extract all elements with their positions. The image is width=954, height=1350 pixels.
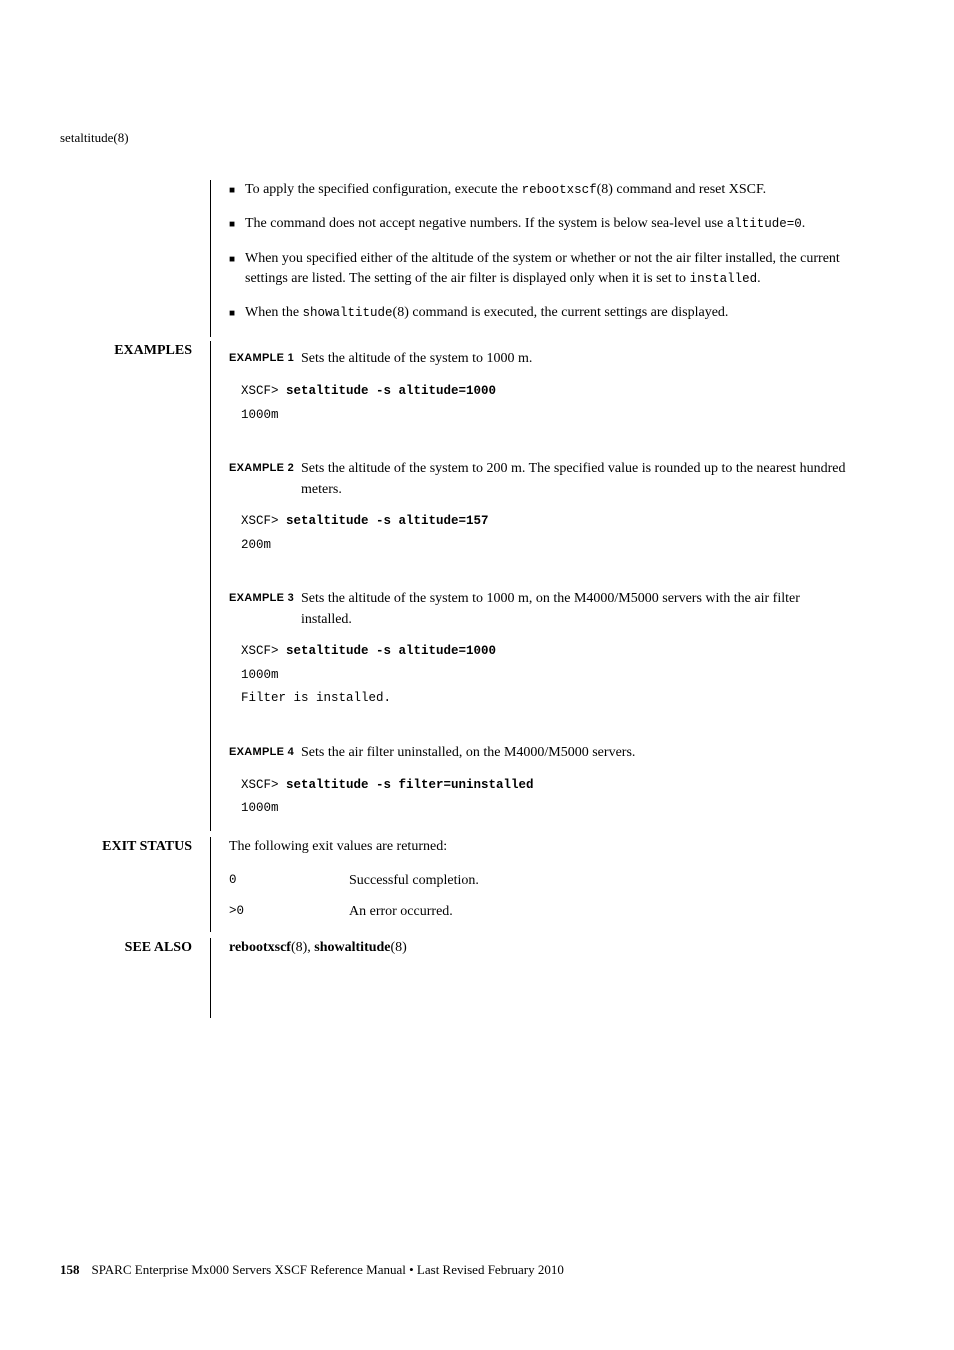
- see-also-ref: rebootxscf: [229, 940, 291, 955]
- bullet-text: When the showaltitude(8) command is exec…: [245, 303, 849, 323]
- examples-body: EXAMPLE 1 Sets the altitude of the syste…: [210, 341, 849, 831]
- example-header: EXAMPLE 2 Sets the altitude of the syste…: [229, 459, 849, 500]
- code-cmd: setaltitude -s altitude=157: [286, 514, 489, 528]
- bullet-item: ■ To apply the specified configuration, …: [229, 180, 849, 200]
- code-prompt: XSCF>: [241, 384, 286, 398]
- exit-code: >0: [229, 902, 349, 922]
- code-block: XSCF> setaltitude -s filter=uninstalled …: [241, 774, 849, 822]
- code-cmd: setaltitude -s altitude=1000: [286, 644, 496, 658]
- bullet-code: installed: [690, 272, 758, 286]
- see-also-paren: (8),: [291, 940, 314, 955]
- see-also-body: rebootxscf(8), showaltitude(8): [210, 938, 849, 1018]
- bullet-pre: The command does not accept negative num…: [245, 216, 727, 231]
- example-num: EXAMPLE 1: [229, 349, 301, 369]
- bullet-marker: ■: [229, 214, 245, 234]
- example-desc: Sets the altitude of the system to 1000 …: [301, 349, 849, 369]
- exit-row: >0 An error occurred.: [229, 902, 849, 922]
- code-block: XSCF> setaltitude -s altitude=1000 1000m: [241, 380, 849, 428]
- bullet-marker: ■: [229, 249, 245, 290]
- bullet-text: To apply the specified configuration, ex…: [245, 180, 849, 200]
- code-prompt: XSCF>: [241, 778, 286, 792]
- bullet-code: showaltitude: [303, 306, 393, 320]
- code-output: 200m: [241, 534, 849, 558]
- bullet-pre: When the: [245, 305, 303, 320]
- code-prompt: XSCF>: [241, 644, 286, 658]
- code-cmd: setaltitude -s altitude=1000: [286, 384, 496, 398]
- example-header: EXAMPLE 1 Sets the altitude of the syste…: [229, 349, 849, 369]
- bullet-text: When you specified either of the altitud…: [245, 249, 849, 290]
- page-header: setaltitude(8): [60, 130, 849, 146]
- code-prompt: XSCF>: [241, 514, 286, 528]
- page-number: 158: [60, 1262, 80, 1277]
- label-empty: [60, 180, 210, 337]
- exit-status-label: EXIT STATUS: [60, 837, 210, 932]
- exit-desc: Successful completion.: [349, 871, 849, 891]
- bullet-item: ■ When the showaltitude(8) command is ex…: [229, 303, 849, 323]
- code-output: 1000m: [241, 797, 849, 821]
- code-output: 1000m Filter is installed.: [241, 664, 849, 712]
- bullets-section: ■ To apply the specified configuration, …: [210, 180, 849, 337]
- footer-text: SPARC Enterprise Mx000 Servers XSCF Refe…: [92, 1262, 564, 1277]
- example-num: EXAMPLE 3: [229, 589, 301, 630]
- code-block: XSCF> setaltitude -s altitude=1000 1000m…: [241, 640, 849, 711]
- bullet-code: altitude=0: [727, 217, 802, 231]
- code-output: 1000m: [241, 404, 849, 428]
- bullet-marker: ■: [229, 180, 245, 200]
- bullet-text: The command does not accept negative num…: [245, 214, 849, 234]
- exit-status-body: The following exit values are returned: …: [210, 837, 849, 932]
- bullet-item: ■ The command does not accept negative n…: [229, 214, 849, 234]
- see-also-ref: showaltitude: [314, 940, 390, 955]
- examples-label: EXAMPLES: [60, 341, 210, 831]
- bullet-pre: To apply the specified configuration, ex…: [245, 182, 522, 197]
- bullet-post: (8) command and reset XSCF.: [597, 182, 767, 197]
- example-desc: Sets the altitude of the system to 200 m…: [301, 459, 849, 500]
- example-desc: Sets the altitude of the system to 1000 …: [301, 589, 849, 630]
- code-cmd: setaltitude -s filter=uninstalled: [286, 778, 534, 792]
- see-also-paren: (8): [391, 940, 407, 955]
- exit-code: 0: [229, 871, 349, 891]
- bullet-code: rebootxscf: [522, 183, 597, 197]
- page-footer: 158 SPARC Enterprise Mx000 Servers XSCF R…: [60, 1262, 564, 1278]
- example-desc: Sets the air filter uninstalled, on the …: [301, 743, 849, 763]
- example-header: EXAMPLE 4 Sets the air filter uninstalle…: [229, 743, 849, 763]
- see-also-label: SEE ALSO: [60, 938, 210, 1018]
- example-num: EXAMPLE 2: [229, 459, 301, 500]
- bullet-post: (8) command is executed, the current set…: [393, 305, 729, 320]
- example-header: EXAMPLE 3 Sets the altitude of the syste…: [229, 589, 849, 630]
- example-num: EXAMPLE 4: [229, 743, 301, 763]
- exit-row: 0 Successful completion.: [229, 871, 849, 891]
- bullet-post: .: [802, 216, 806, 231]
- bullet-post: .: [757, 271, 761, 286]
- exit-desc: An error occurred.: [349, 902, 849, 922]
- bullet-marker: ■: [229, 303, 245, 323]
- exit-intro: The following exit values are returned:: [229, 837, 849, 857]
- bullet-item: ■ When you specified either of the altit…: [229, 249, 849, 290]
- code-block: XSCF> setaltitude -s altitude=157 200m: [241, 510, 849, 558]
